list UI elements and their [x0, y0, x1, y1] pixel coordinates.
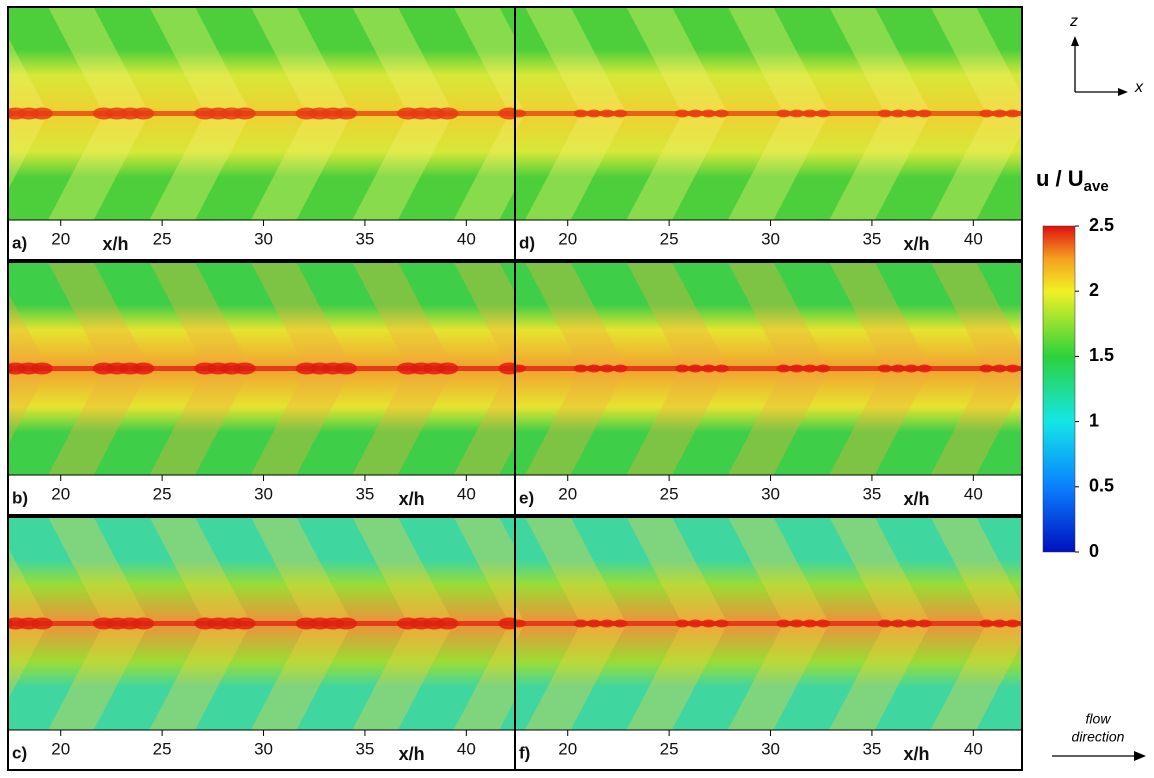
- colorbar: [1042, 225, 1076, 553]
- panel: 20 25 30 35 40 f) x/h: [514, 516, 1023, 771]
- x-tick-label: 25: [153, 484, 172, 503]
- x-tick-label: 20: [558, 229, 577, 248]
- x-tick-label: 20: [558, 739, 577, 758]
- panel-label: c): [12, 743, 27, 762]
- chevron: [453, 7, 515, 220]
- x-tick-label: 40: [964, 484, 983, 503]
- colorbar-tick-label: 0: [1089, 541, 1099, 561]
- centerline: [8, 111, 515, 116]
- centerline: [8, 366, 515, 371]
- x-tick-label: 30: [254, 739, 273, 758]
- colorbar-title-sub: ave: [1084, 178, 1109, 195]
- contour-field: [515, 517, 1022, 730]
- x-tick-label: 35: [862, 484, 881, 503]
- x-tick-label: 25: [153, 229, 172, 248]
- panel-frame: [514, 6, 1023, 261]
- x-tick-label: 35: [355, 739, 374, 758]
- x-tick-label: 30: [761, 739, 780, 758]
- panel: 20 25 30 35 40 a) x/h: [7, 6, 516, 261]
- x-label: x: [1134, 79, 1144, 96]
- x-tick-label: 20: [51, 739, 70, 758]
- x-tick-label: 25: [660, 739, 679, 758]
- flow-label: flow: [1086, 711, 1112, 727]
- panel-frame: [514, 261, 1023, 516]
- x-tick-label: 25: [153, 739, 172, 758]
- x-tick-label: 35: [355, 229, 374, 248]
- x-tick-label: 30: [761, 484, 780, 503]
- contour-field: [515, 7, 1022, 220]
- panel-label: d): [519, 233, 535, 252]
- x-tick-label: 40: [457, 484, 476, 503]
- colorbar-tick-label: 1.5: [1089, 345, 1114, 365]
- x-tick-label: 35: [355, 484, 374, 503]
- axes-indicator: z x: [1069, 13, 1144, 96]
- x-tick-label: 40: [964, 739, 983, 758]
- contour-field: [8, 262, 515, 475]
- x-tick-label: 20: [558, 484, 577, 503]
- colorbar-title-main: u / U: [1036, 166, 1084, 191]
- colorbar-title: u / Uave: [1036, 166, 1109, 195]
- panel: 20 25 30 35 40 c) x/h: [7, 516, 516, 771]
- z-label: z: [1069, 13, 1078, 30]
- panel-label: f): [519, 743, 530, 762]
- panel: 20 25 30 35 40 b) x/h: [7, 261, 516, 516]
- chevron: [453, 262, 515, 475]
- x-tick-label: 25: [660, 229, 679, 248]
- contour-field: [8, 517, 515, 730]
- flow-arrowhead: [1134, 751, 1146, 761]
- panel: 20 25 30 35 40 e) x/h: [514, 261, 1023, 516]
- panel-frame: [514, 516, 1023, 771]
- x-axis-label: x/h: [904, 489, 930, 509]
- colorbar-tick-label: 2: [1089, 280, 1099, 300]
- colorbar-tick-label: 0.5: [1089, 476, 1114, 496]
- chevron: [930, 517, 1022, 730]
- panel-label: e): [519, 488, 534, 507]
- chevron: [930, 262, 1022, 475]
- x-arrowhead: [1118, 88, 1128, 96]
- x-axis-label: x/h: [399, 744, 425, 764]
- x-tick-label: 30: [761, 229, 780, 248]
- panel-label: a): [12, 233, 27, 252]
- x-tick-label: 40: [457, 739, 476, 758]
- panel-label: b): [12, 488, 28, 507]
- x-tick-label: 35: [862, 739, 881, 758]
- x-axis-label: x/h: [399, 489, 425, 509]
- panel: 20 25 30 35 40 d) x/h: [514, 6, 1023, 261]
- colorbar-tick-label: 2.5: [1089, 215, 1114, 235]
- x-axis-label: x/h: [904, 234, 930, 254]
- x-axis-label: x/h: [904, 744, 930, 764]
- centerline: [515, 621, 1022, 626]
- x-axis-label: x/h: [102, 234, 128, 254]
- centerline: [8, 621, 515, 626]
- x-tick-label: 20: [51, 484, 70, 503]
- colorbar-tick-label: 1: [1089, 410, 1099, 430]
- contour-field: [515, 262, 1022, 475]
- x-tick-label: 40: [964, 229, 983, 248]
- x-tick-label: 25: [660, 484, 679, 503]
- flow-indicator: flow direction: [1052, 711, 1146, 761]
- x-tick-label: 20: [51, 229, 70, 248]
- x-tick-label: 40: [457, 229, 476, 248]
- centerline: [515, 111, 1022, 116]
- x-tick-label: 30: [254, 484, 273, 503]
- contour-field: [8, 7, 515, 220]
- centerline: [515, 366, 1022, 371]
- flow-label: direction: [1072, 729, 1125, 745]
- chevron: [930, 7, 1022, 220]
- z-arrowhead: [1071, 36, 1079, 46]
- chevron: [453, 517, 515, 730]
- x-tick-label: 30: [254, 229, 273, 248]
- x-tick-label: 35: [862, 229, 881, 248]
